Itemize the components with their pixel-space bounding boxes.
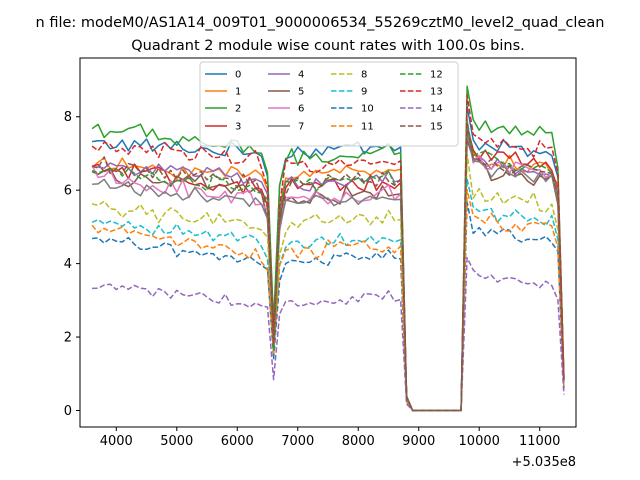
y-axis: 0 2 4 6 8 xyxy=(64,110,80,419)
series-line-12 xyxy=(91,120,565,412)
legend-label: 13 xyxy=(430,87,443,98)
y-tick-label: 2 xyxy=(64,331,72,346)
x-tick-label: 4000 xyxy=(100,434,133,449)
x-tick-label: 5000 xyxy=(160,434,193,449)
legend-label: 6 xyxy=(298,104,304,115)
legend-label: 5 xyxy=(298,87,304,98)
series-layer xyxy=(91,85,565,412)
series-line-3 xyxy=(91,124,565,412)
series-line-14 xyxy=(92,257,565,412)
series-line-6 xyxy=(91,118,565,412)
series-line-7 xyxy=(92,129,565,412)
series-line-15 xyxy=(91,124,565,412)
y-tick-label: 0 xyxy=(64,404,72,419)
series-line-2 xyxy=(91,85,565,412)
series-line-11 xyxy=(91,189,565,412)
legend-label: 14 xyxy=(430,104,443,115)
legend-label: 9 xyxy=(361,87,367,98)
x-tick-label: 6000 xyxy=(221,434,254,449)
series-line-8 xyxy=(91,153,565,412)
x-offset-label: +5.035e8 xyxy=(512,455,576,470)
x-tick-label: 11000 xyxy=(519,434,560,449)
x-tick-label: 8000 xyxy=(342,434,375,449)
legend-label: 7 xyxy=(298,122,304,133)
legend-label: 4 xyxy=(298,70,304,81)
figure-suptitle: n file: modeM0/AS1A14_009T01_9000006534_… xyxy=(36,15,605,31)
series-line-13 xyxy=(91,94,565,412)
x-axis: 4000 5000 6000 7000 8000 9000 10000 11000 xyxy=(100,427,560,449)
chart-title: Quadrant 2 module wise count rates with … xyxy=(131,38,525,54)
x-tick-label: 7000 xyxy=(281,434,314,449)
legend-label: 0 xyxy=(235,70,241,81)
y-tick-label: 6 xyxy=(64,184,72,199)
legend-label: 11 xyxy=(361,122,374,133)
legend-label: 8 xyxy=(361,70,367,81)
legend-label: 15 xyxy=(430,122,443,133)
legend-label: 1 xyxy=(235,87,241,98)
x-tick-label: 9000 xyxy=(402,434,435,449)
plot-frame xyxy=(79,57,577,428)
series-line-10 xyxy=(92,201,565,412)
x-tick-label: 10000 xyxy=(459,434,500,449)
legend-label: 2 xyxy=(235,104,241,115)
legend-label: 3 xyxy=(235,122,241,133)
series-line-9 xyxy=(91,178,565,412)
y-tick-label: 4 xyxy=(64,257,72,272)
legend-label: 12 xyxy=(430,70,443,81)
y-tick-label: 8 xyxy=(64,110,72,125)
legend-label: 10 xyxy=(361,104,374,115)
legend-frame xyxy=(199,61,459,147)
series-line-4 xyxy=(92,127,565,412)
